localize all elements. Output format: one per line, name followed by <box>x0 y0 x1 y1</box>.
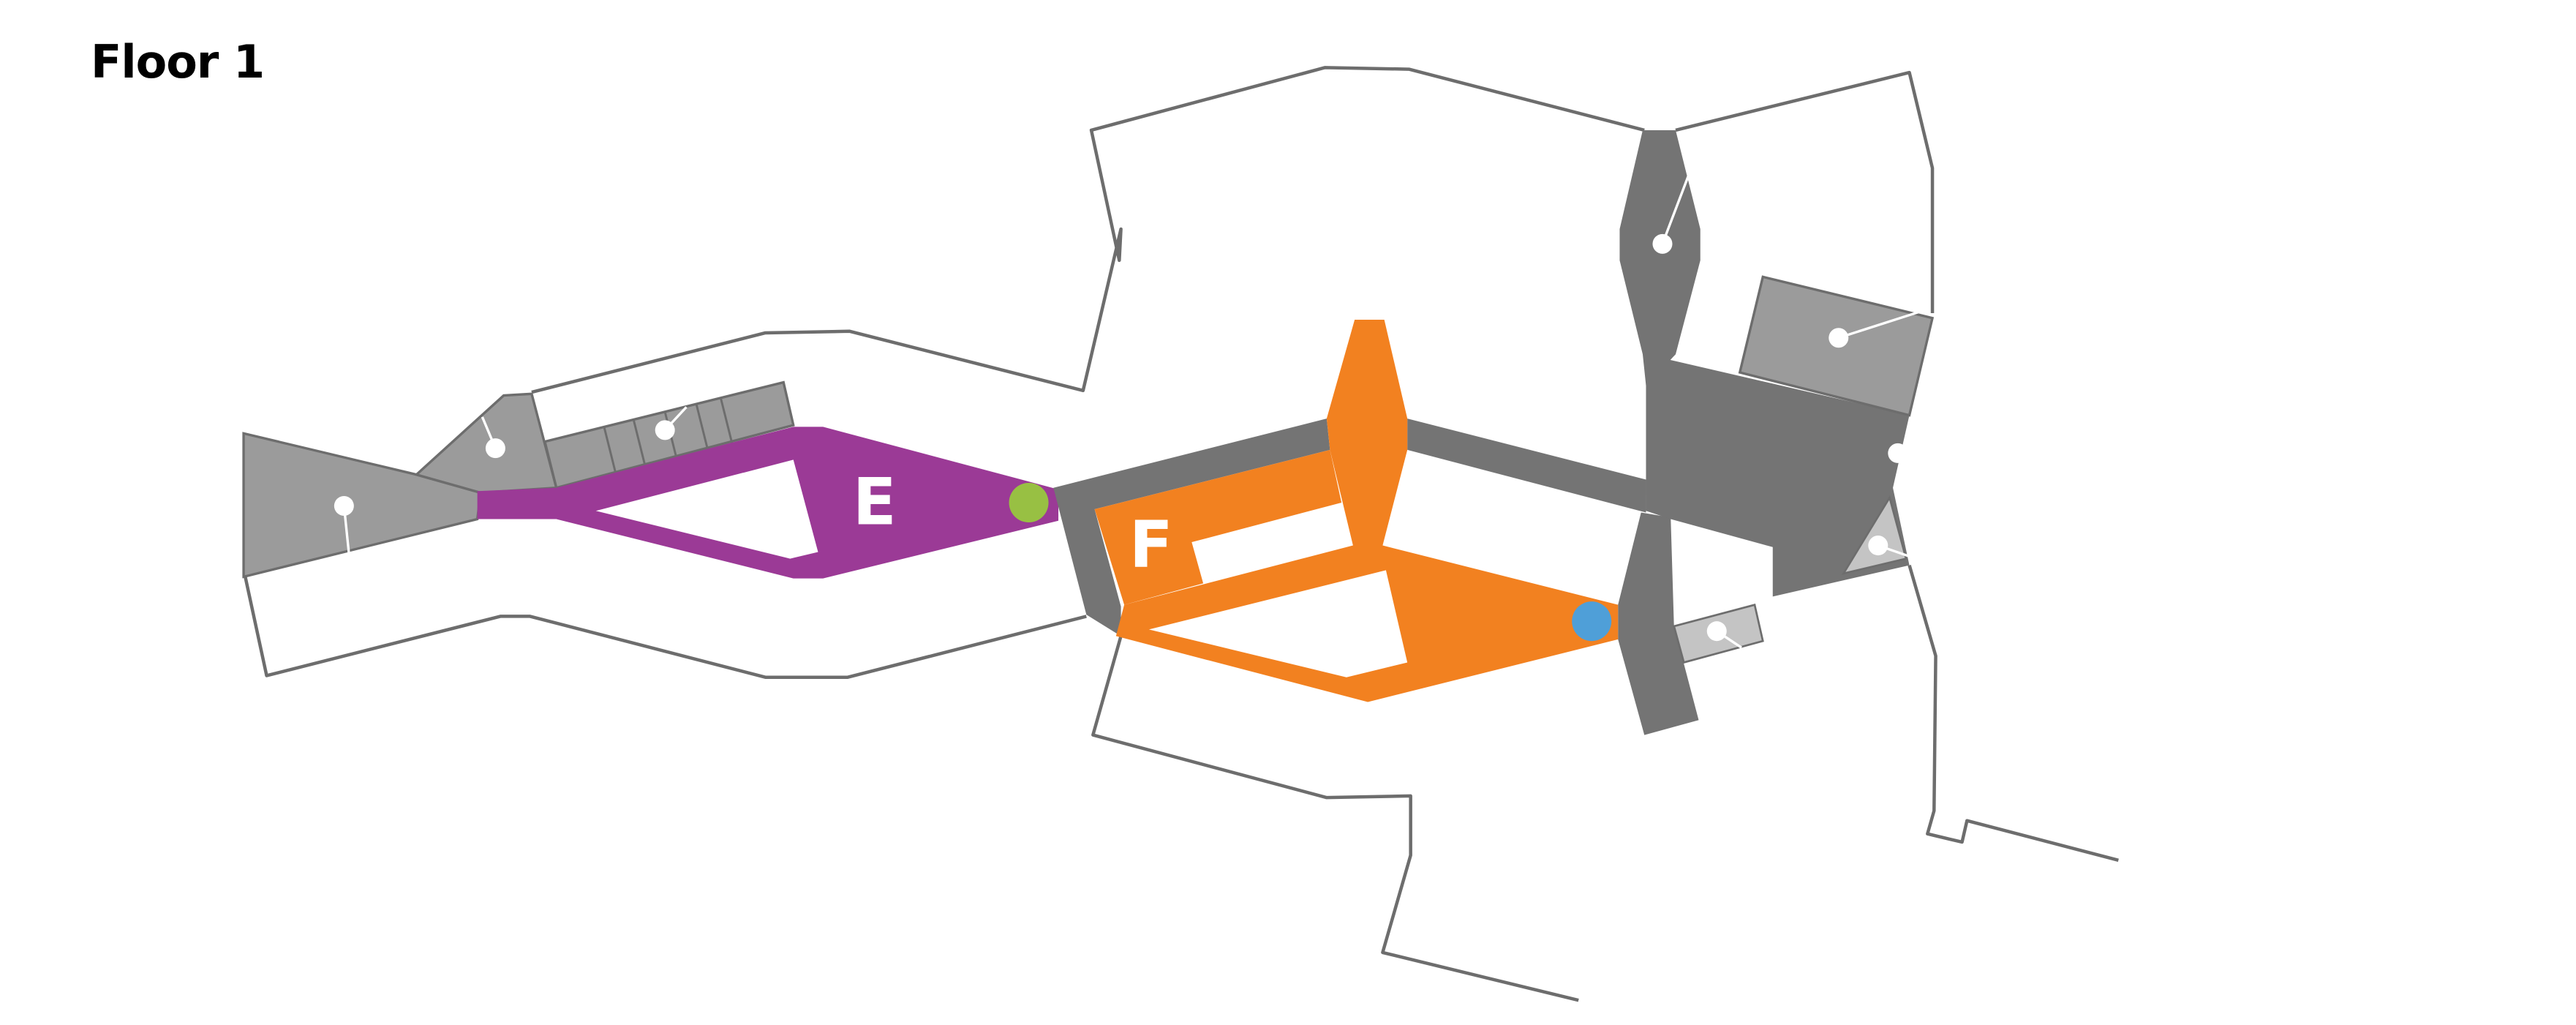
pin-west-strip <box>655 420 675 440</box>
corridor-central <box>1053 418 1330 637</box>
pin-hall-east <box>1888 443 1908 463</box>
location-marker-green[interactable] <box>1009 482 1049 523</box>
pin-east-triangle <box>1868 536 1888 556</box>
pin-west-large <box>334 495 354 517</box>
pin-east-lower <box>1706 621 1727 642</box>
pin-west-small <box>485 438 505 459</box>
zone-e-area[interactable] <box>477 427 1059 579</box>
pin-east-upper <box>1829 328 1849 348</box>
room-east-triangle[interactable] <box>1841 495 1907 575</box>
hall-east[interactable] <box>1646 354 1910 597</box>
strip-dividers <box>603 398 734 473</box>
zone-f-upper-room[interactable] <box>1094 449 1342 605</box>
location-marker-blue[interactable] <box>1572 601 1612 642</box>
room-west-small[interactable] <box>413 392 558 495</box>
zone-e-label: E <box>853 465 897 539</box>
floor-title: Floor 1 <box>91 35 265 89</box>
zone-f-north-spike[interactable] <box>1326 319 1408 546</box>
room-pin-dots[interactable] <box>334 233 1908 642</box>
pin-corridor-north <box>1652 233 1673 254</box>
corridor-north <box>1619 129 1701 386</box>
corridor-east-link <box>1407 418 1646 513</box>
building-outline <box>244 66 2119 1002</box>
corridor-south <box>1618 512 1699 735</box>
zone-f-area[interactable] <box>1115 545 1619 702</box>
zone-f-label: F <box>1129 508 1173 582</box>
